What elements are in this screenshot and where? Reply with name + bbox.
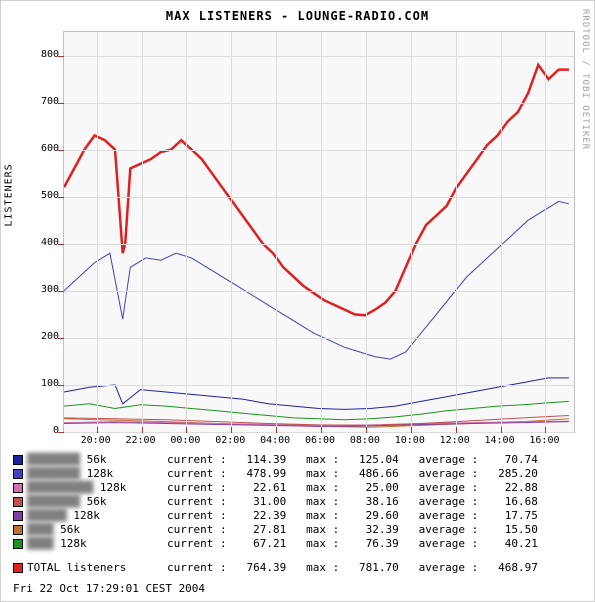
- ytick-label: 0: [19, 425, 59, 436]
- gridline-v: [366, 32, 367, 432]
- legend-row: ██████ 128kcurrent : 22.39 max : 29.60 a…: [13, 509, 538, 523]
- legend-row: ████ 56kcurrent : 27.81 max : 32.39 aver…: [13, 523, 538, 537]
- gridline-v: [545, 32, 546, 432]
- gridline-v: [231, 32, 232, 432]
- legend-text: ████ 128kcurrent : 67.21 max : 76.39 ave…: [27, 537, 538, 551]
- gridline-v: [501, 32, 502, 432]
- legend-swatch: [13, 511, 23, 521]
- ytick-label: 700: [19, 96, 59, 107]
- legend-text: ██████████ 128kcurrent : 22.61 max : 25.…: [27, 481, 538, 495]
- series-g128: [64, 401, 569, 419]
- xtick-label: 04:00: [260, 435, 290, 446]
- gridline-h: [64, 56, 574, 57]
- xtick-label: 22:00: [125, 435, 155, 446]
- gridline-h: [64, 432, 574, 433]
- ytick-label: 500: [19, 190, 59, 201]
- legend-text: ████████ 128kcurrent : 478.99 max : 486.…: [27, 467, 538, 481]
- gridline-h: [64, 103, 574, 104]
- legend-stream-name: ████: [27, 537, 54, 551]
- legend-row: ████████ 56kcurrent : 114.39 max : 125.0…: [13, 453, 538, 467]
- gridline-v: [411, 32, 412, 432]
- xtick: [276, 427, 277, 433]
- legend-stream-name: ████████: [27, 467, 80, 481]
- timestamp: Fri 22 Oct 17:29:01 CEST 2004: [13, 582, 205, 595]
- ytick-label: 800: [19, 49, 59, 60]
- y-axis-label: LISTENERS: [4, 163, 15, 226]
- legend-row: ████████ 56kcurrent : 31.00 max : 38.16 …: [13, 495, 538, 509]
- xtick: [142, 427, 143, 433]
- xtick-label: 10:00: [395, 435, 425, 446]
- xtick-label: 16:00: [529, 435, 559, 446]
- legend-swatch: [13, 525, 23, 535]
- plot-area: [63, 31, 575, 433]
- xtick: [186, 427, 187, 433]
- xtick-label: 02:00: [215, 435, 245, 446]
- chart-title: MAX LISTENERS - LOUNGE-RADIO.COM: [1, 1, 594, 23]
- legend-row: ████████ 128kcurrent : 478.99 max : 486.…: [13, 467, 538, 481]
- legend-swatch: [13, 539, 23, 549]
- xtick: [456, 427, 457, 433]
- gridline-h: [64, 150, 574, 151]
- legend-text: ████████ 56kcurrent : 31.00 max : 38.16 …: [27, 495, 538, 509]
- xtick: [366, 427, 367, 433]
- ytick-label: 200: [19, 331, 59, 342]
- legend-stream-name: ████████: [27, 453, 80, 467]
- xtick: [321, 427, 322, 433]
- legend-text: ██████ 128kcurrent : 22.39 max : 29.60 a…: [27, 509, 538, 523]
- xtick-label: 08:00: [350, 435, 380, 446]
- gridline-v: [142, 32, 143, 432]
- gridline-v: [186, 32, 187, 432]
- legend-stream-name: ██████: [27, 509, 67, 523]
- legend-swatch: [13, 469, 23, 479]
- ytick-label: 400: [19, 237, 59, 248]
- series-s128: [64, 201, 569, 359]
- legend-stream-name: ████████: [27, 495, 80, 509]
- legend-swatch: [13, 483, 23, 493]
- legend-row: ████ 128kcurrent : 67.21 max : 76.39 ave…: [13, 537, 538, 551]
- ytick-label: 600: [19, 143, 59, 154]
- legend-text: TOTAL listenerscurrent : 764.39 max : 78…: [27, 561, 538, 575]
- xtick: [545, 427, 546, 433]
- gridline-v: [97, 32, 98, 432]
- legend-text: ████████ 56kcurrent : 114.39 max : 125.0…: [27, 453, 538, 467]
- xtick-label: 14:00: [484, 435, 514, 446]
- gridline-v: [456, 32, 457, 432]
- xtick-label: 06:00: [305, 435, 335, 446]
- legend-total-row: TOTAL listenerscurrent : 764.39 max : 78…: [13, 561, 538, 575]
- legend-swatch: [13, 455, 23, 465]
- plot-svg: [64, 32, 574, 432]
- gridline-v: [276, 32, 277, 432]
- xtick-label: 20:00: [81, 435, 111, 446]
- gridline-h: [64, 385, 574, 386]
- legend-stream-name: ██████████: [27, 481, 93, 495]
- legend-text: ████ 56kcurrent : 27.81 max : 32.39 aver…: [27, 523, 538, 537]
- legend-row: ██████████ 128kcurrent : 22.61 max : 25.…: [13, 481, 538, 495]
- gridline-h: [64, 244, 574, 245]
- legend-swatch: [13, 563, 23, 573]
- ytick-label: 300: [19, 284, 59, 295]
- gridline-v: [321, 32, 322, 432]
- xtick-label: 00:00: [170, 435, 200, 446]
- xtick-label: 12:00: [440, 435, 470, 446]
- gridline-h: [64, 338, 574, 339]
- ytick-label: 100: [19, 378, 59, 389]
- legend-stream-name: ████: [27, 523, 54, 537]
- legend-swatch: [13, 497, 23, 507]
- xtick: [231, 427, 232, 433]
- chart-container: MAX LISTENERS - LOUNGE-RADIO.COM RRDTOOL…: [0, 0, 595, 602]
- xtick: [97, 427, 98, 433]
- xtick: [501, 427, 502, 433]
- gridline-h: [64, 197, 574, 198]
- legend: ████████ 56kcurrent : 114.39 max : 125.0…: [13, 453, 538, 575]
- xtick: [411, 427, 412, 433]
- watermark: RRDTOOL / TOBI OETIKER: [580, 9, 590, 150]
- gridline-h: [64, 291, 574, 292]
